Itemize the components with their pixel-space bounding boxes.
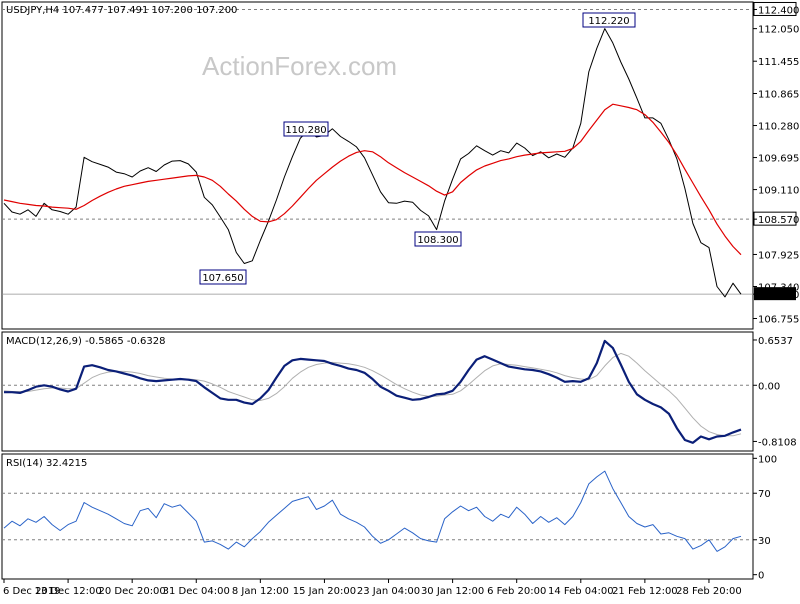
- y-tick-label: 111.455: [758, 57, 799, 68]
- signal-series-line: [3, 352, 742, 437]
- reference-lines: [2, 8, 753, 541]
- price-annotations: 112.220 110.280 108.300 107.650: [199, 12, 636, 285]
- y-tick-label: 0: [758, 571, 764, 582]
- x-tick-label: 14 Feb 04:00: [548, 586, 614, 597]
- price-label-text: 107.650: [202, 273, 243, 284]
- y-tick-label: 108.570: [758, 215, 799, 226]
- price-label-107650: 107.650: [199, 269, 247, 285]
- y-tick-label: 107.925: [758, 250, 799, 261]
- y-tick-label: 109.110: [758, 186, 799, 197]
- y-tick-label: 70: [758, 489, 771, 500]
- watermark: ActionForex.com: [202, 51, 397, 81]
- macd-series-line: [4, 339, 742, 444]
- y-tick-label: 109.695: [758, 154, 799, 165]
- y-tick-label: 30: [758, 536, 771, 547]
- y-tick-label: -0.8108: [758, 437, 797, 448]
- y-tick-label: 106.755: [758, 315, 799, 326]
- price-label-text: 110.280: [285, 125, 326, 136]
- rsi-panel-header: RSI(14) 32.4215: [6, 458, 87, 469]
- y-tick-label: 110.865: [758, 90, 799, 101]
- price-series-line: [3, 28, 742, 298]
- rsi-series-line: [3, 470, 742, 552]
- price-label-text: 108.300: [417, 235, 458, 246]
- x-tick-label: 28 Feb 20:00: [676, 586, 742, 597]
- y-axis-ticks: 112.400 112.050 111.455 110.865 110.280 109.6…: [753, 1, 799, 582]
- x-tick-label: 6 Dec 2019: [3, 586, 61, 597]
- x-tick-label: 23 Jan 04:00: [357, 586, 420, 597]
- y-tick-label: 0.6537: [758, 336, 793, 347]
- price-panel-frame: [1, 1, 754, 330]
- x-tick-label: 31 Dec 04:00: [163, 586, 230, 597]
- y-tick-label: 112.400: [758, 5, 799, 16]
- x-tick-label: 6 Feb 20:00: [487, 586, 546, 597]
- x-tick-label: 21 Feb 12:00: [612, 586, 678, 597]
- price-label-text: 112.220: [588, 16, 629, 27]
- y-tick-label: 112.050: [758, 25, 799, 36]
- price-label-112220: 112.220: [582, 12, 636, 28]
- y-tick-label: 107.200: [758, 290, 799, 301]
- price-panel-header: USDJPY,H4 107.477 107.491 107.200 107.20…: [6, 5, 237, 16]
- price-label-108300: 108.300: [414, 231, 462, 247]
- x-tick-label: 30 Jan 12:00: [421, 586, 484, 597]
- ma-series-line: [3, 103, 742, 256]
- x-tick-label: 20 Dec 20:00: [99, 586, 166, 597]
- x-tick-label: 13 Dec 12:00: [34, 586, 101, 597]
- price-label-110280: 110.280: [283, 121, 329, 137]
- x-tick-label: 15 Jan 20:00: [293, 586, 356, 597]
- current-price-badge: [754, 287, 796, 301]
- macd-panel-header: MACD(12,26,9) -0.5865 -0.6328: [6, 336, 166, 347]
- y-tick-label: 0.00: [758, 381, 780, 392]
- x-tick-label: 8 Jan 12:00: [232, 586, 289, 597]
- series-lines: [3, 28, 742, 552]
- y-tick-label: 110.280: [758, 122, 799, 133]
- macd-panel-frame: [1, 331, 754, 452]
- rsi-panel-frame: [1, 453, 754, 580]
- y-tick-label: 100: [758, 454, 777, 465]
